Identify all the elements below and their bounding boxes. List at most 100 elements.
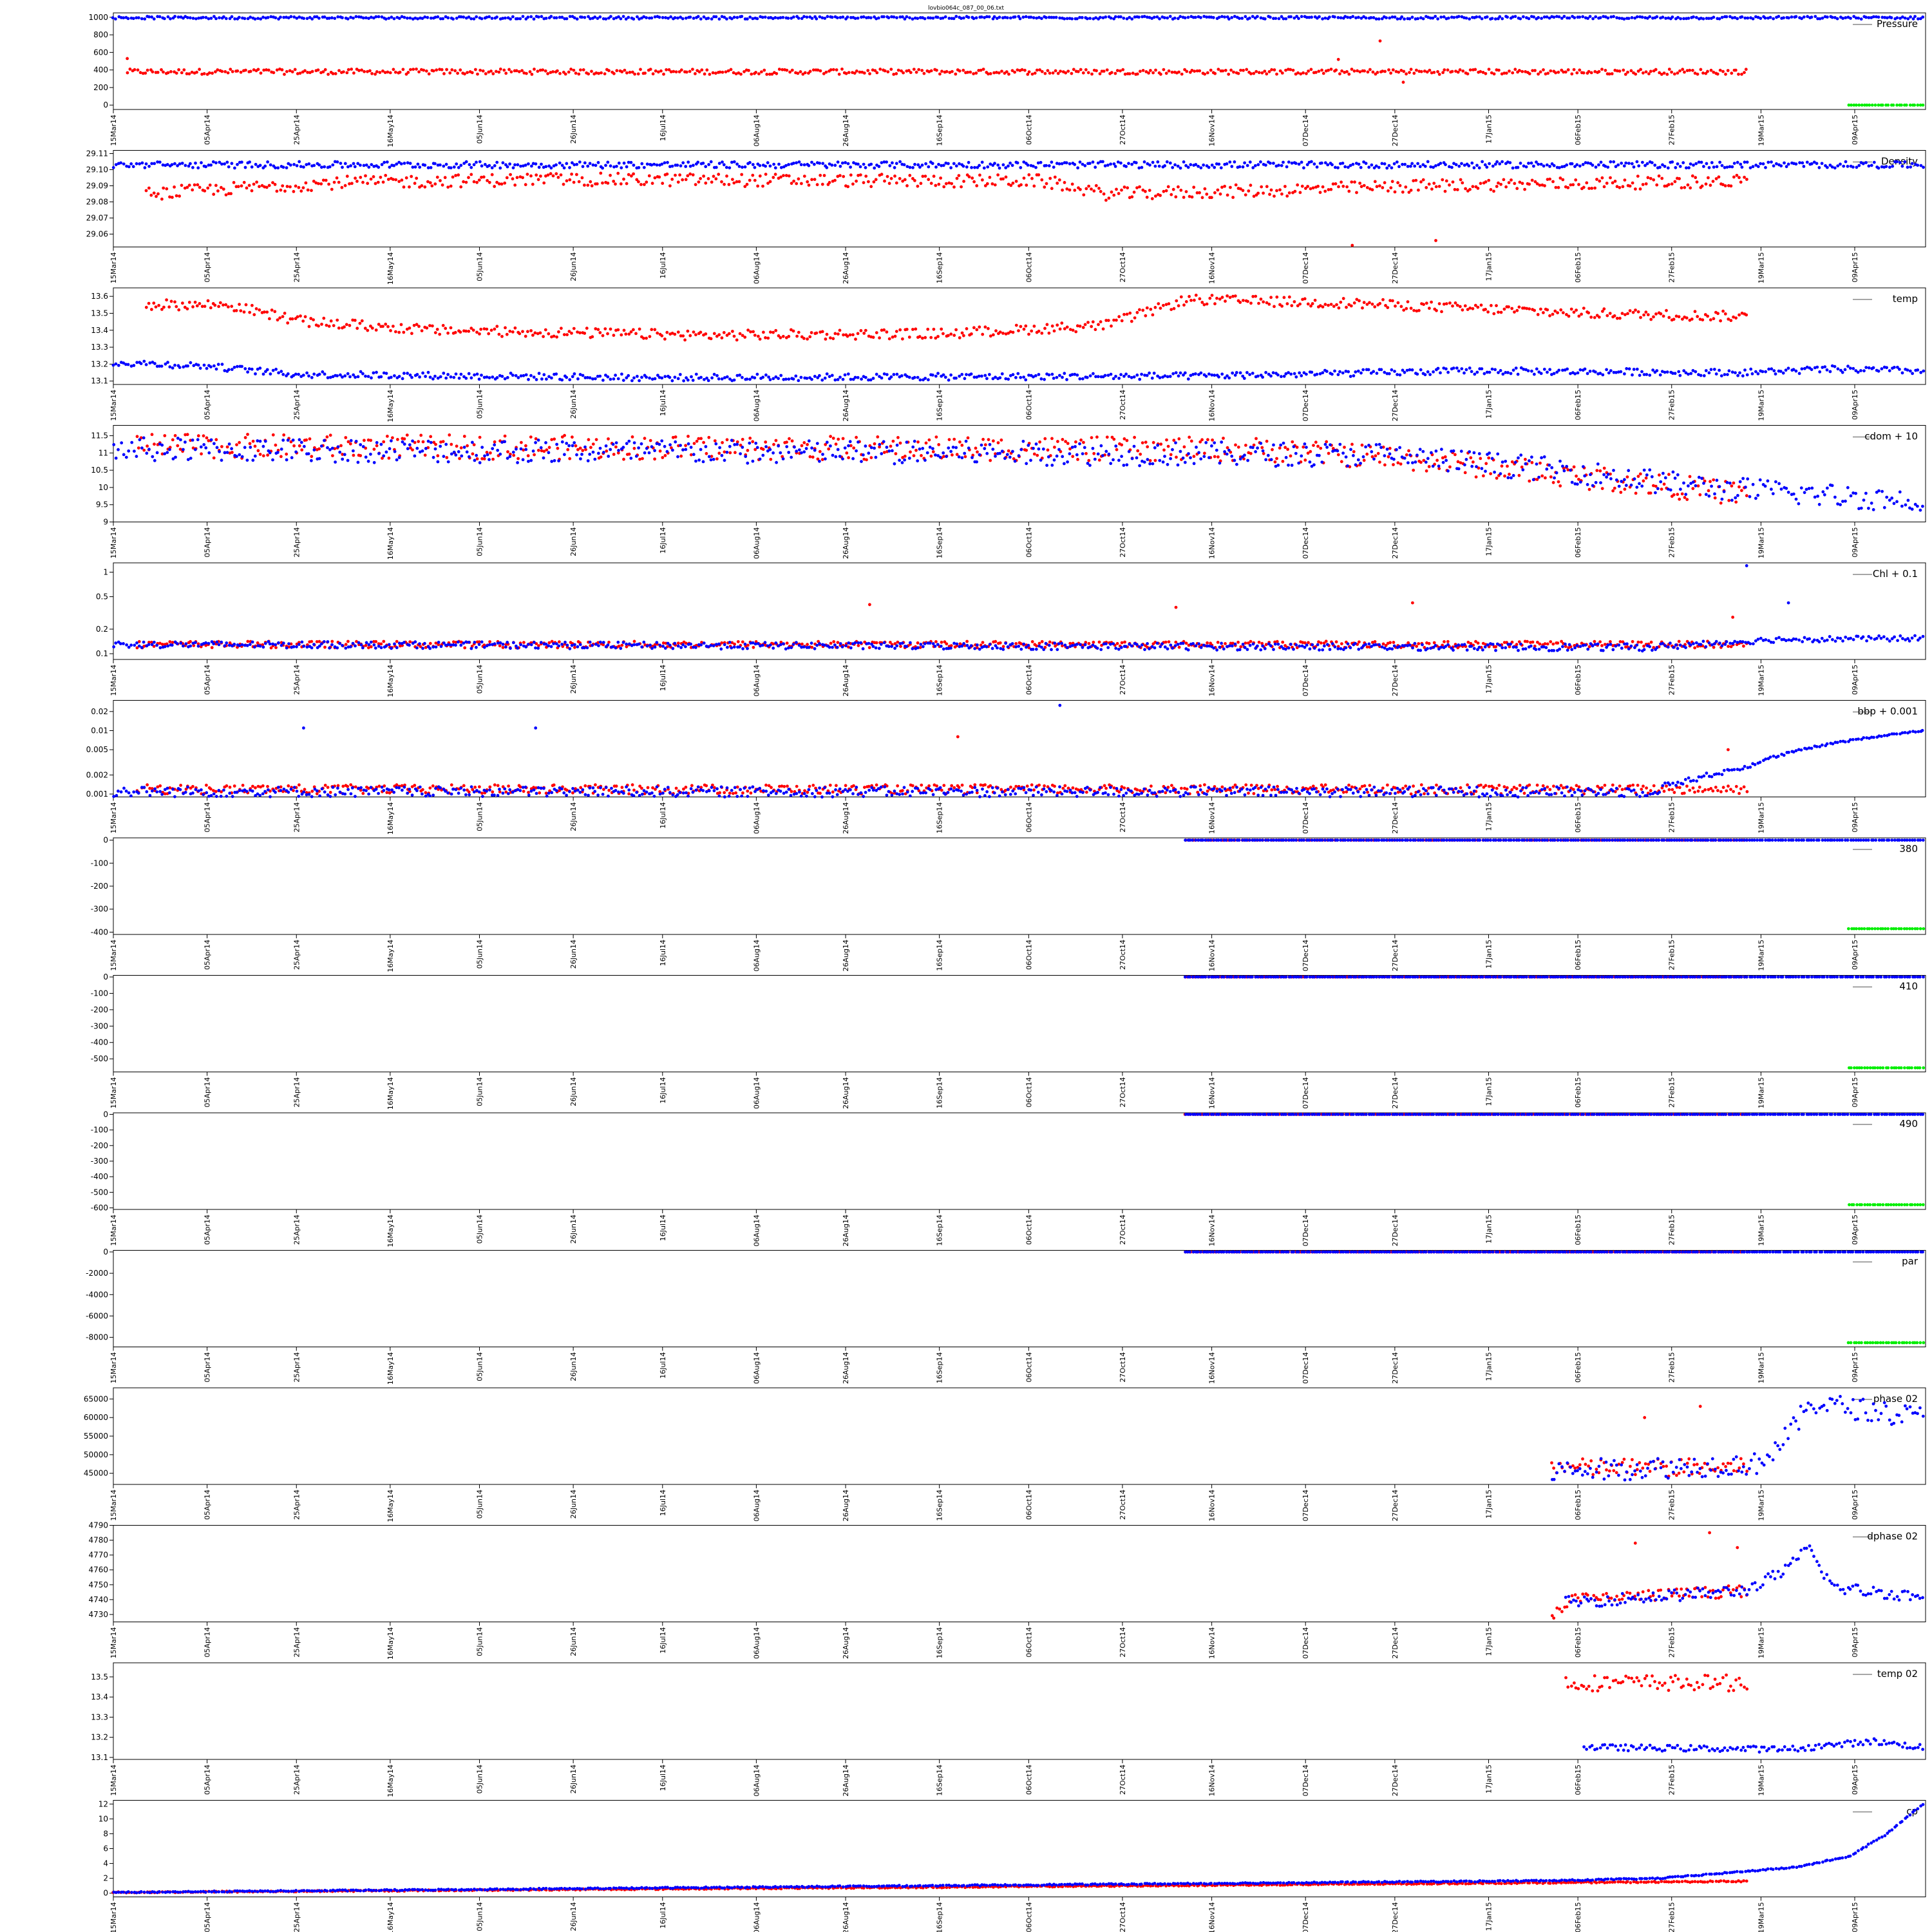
data-point — [867, 180, 870, 184]
data-point — [998, 15, 1001, 19]
data-point — [1040, 17, 1043, 21]
y-tick-label: 29.06 — [86, 230, 108, 239]
data-point — [445, 68, 448, 71]
data-point — [1135, 374, 1139, 377]
data-point — [1341, 297, 1345, 300]
data-point — [653, 15, 657, 19]
data-point — [909, 71, 913, 74]
data-point — [423, 453, 427, 457]
data-point — [1154, 194, 1157, 198]
data-point — [1394, 304, 1397, 308]
data-point — [923, 175, 927, 178]
data-point — [298, 160, 301, 164]
data-point — [911, 17, 914, 21]
data-point — [413, 16, 417, 20]
data-point — [258, 453, 262, 456]
data-point — [1299, 72, 1303, 76]
data-point — [399, 323, 403, 327]
y-tick-label: 29.08 — [86, 198, 108, 207]
data-point — [439, 163, 442, 167]
data-point — [869, 378, 873, 382]
data-point — [1164, 189, 1168, 193]
data-point — [1414, 178, 1418, 182]
data-point — [1652, 178, 1656, 182]
data-point — [1806, 15, 1810, 19]
data-point — [1244, 15, 1247, 19]
data-point — [387, 17, 391, 20]
data-point — [1119, 15, 1122, 19]
data-point — [1151, 440, 1155, 444]
data-point — [338, 450, 342, 454]
data-point — [251, 303, 254, 307]
data-point — [1234, 443, 1237, 447]
data-point — [851, 182, 855, 186]
data-point — [1775, 162, 1778, 166]
data-point — [950, 182, 954, 185]
data-point — [1281, 460, 1285, 463]
data-point — [823, 17, 827, 20]
data-point — [869, 16, 873, 19]
data-point — [1490, 71, 1493, 75]
data-point — [413, 165, 417, 169]
data-point — [1830, 15, 1834, 19]
data-point — [1423, 373, 1427, 377]
data-point — [402, 185, 406, 189]
data-point — [1025, 184, 1028, 187]
data-point — [1003, 71, 1007, 75]
data-point — [424, 447, 428, 450]
data-point — [1349, 375, 1352, 378]
data-point — [1763, 16, 1767, 20]
data-point — [352, 162, 355, 166]
data-point — [1856, 370, 1860, 374]
data-point — [360, 68, 363, 72]
data-point — [1501, 17, 1504, 21]
data-point — [281, 166, 285, 169]
data-point — [1456, 460, 1460, 464]
data-point — [421, 371, 424, 375]
data-point — [408, 443, 412, 447]
data-point — [591, 442, 595, 446]
data-point — [1911, 17, 1915, 21]
data-point — [1236, 71, 1240, 75]
data-point — [269, 15, 273, 19]
data-point — [1900, 103, 1903, 107]
data-point — [1359, 16, 1363, 20]
data-point — [1836, 164, 1840, 167]
data-point — [387, 457, 391, 460]
data-point — [393, 450, 397, 453]
data-point — [1422, 459, 1426, 462]
data-point — [1575, 71, 1579, 75]
data-point — [505, 176, 509, 180]
data-point — [1150, 376, 1154, 380]
data-point — [992, 333, 995, 337]
data-point — [1732, 481, 1736, 485]
data-point — [1909, 15, 1913, 19]
data-point — [393, 374, 396, 377]
data-point — [1660, 176, 1664, 180]
data-point — [1219, 166, 1223, 169]
x-tick-label: 05Jun14 — [476, 115, 484, 144]
data-point — [988, 373, 991, 376]
data-point — [493, 327, 497, 331]
panel-frame — [113, 425, 1926, 522]
data-point — [1188, 295, 1191, 298]
data-point — [795, 334, 799, 338]
data-point — [1921, 103, 1925, 107]
data-point — [1515, 187, 1519, 191]
data-point — [1314, 71, 1318, 74]
data-point — [849, 166, 852, 169]
data-point — [1749, 16, 1752, 20]
data-point — [1109, 372, 1113, 376]
data-point — [194, 161, 197, 165]
data-point — [1358, 299, 1361, 303]
data-point — [1430, 187, 1434, 191]
data-point — [905, 184, 909, 187]
data-point — [1282, 160, 1285, 164]
data-point — [1421, 178, 1425, 182]
data-point — [797, 160, 801, 164]
data-point — [1364, 16, 1368, 20]
data-point — [914, 327, 918, 331]
data-point — [471, 452, 475, 456]
data-point — [583, 161, 587, 165]
